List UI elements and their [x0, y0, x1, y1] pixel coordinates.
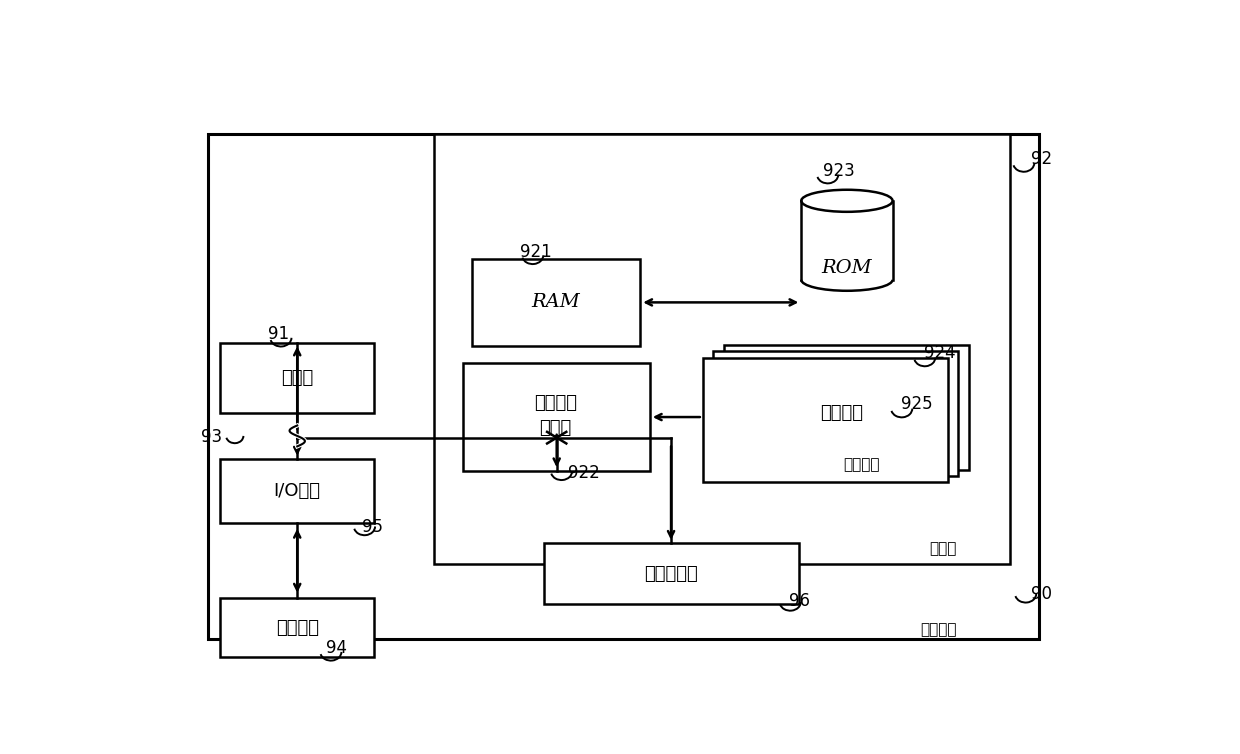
Text: 处理器: 处理器 [281, 369, 314, 387]
Bar [724, 345, 968, 470]
Ellipse shape [801, 190, 893, 212]
Text: 93: 93 [201, 428, 222, 446]
Bar [463, 363, 650, 470]
Text: 程序工具: 程序工具 [843, 458, 879, 473]
Bar [544, 544, 799, 604]
Bar [221, 459, 374, 523]
Text: 电子设备: 电子设备 [920, 622, 956, 637]
Text: 网络适配器: 网络适配器 [645, 565, 698, 583]
Text: 925: 925 [900, 395, 932, 413]
Bar [703, 357, 947, 483]
Bar [801, 201, 893, 280]
Text: 92: 92 [1032, 150, 1053, 168]
Text: 923: 923 [823, 161, 854, 179]
Bar [713, 351, 959, 476]
Bar [208, 134, 1039, 639]
Text: 91: 91 [268, 325, 289, 343]
Text: 程序模块: 程序模块 [821, 403, 863, 421]
Text: ROM: ROM [822, 259, 872, 277]
Text: 存储器: 存储器 [929, 541, 957, 556]
Text: RAM: RAM [532, 293, 580, 311]
Text: 外部设备: 外部设备 [275, 618, 319, 636]
Text: I/O接口: I/O接口 [274, 482, 321, 500]
Text: 高速缓存
存储器: 高速缓存 存储器 [534, 394, 578, 437]
Text: 94: 94 [326, 639, 347, 657]
Bar [221, 343, 374, 412]
Text: 922: 922 [568, 464, 600, 482]
Text: 921: 921 [521, 243, 552, 261]
Bar [221, 599, 374, 657]
Text: 90: 90 [1032, 585, 1053, 603]
Text: 95: 95 [362, 518, 383, 536]
Bar [434, 134, 1011, 564]
Text: 924: 924 [924, 344, 956, 362]
Bar [472, 259, 640, 346]
Text: 96: 96 [789, 593, 810, 611]
